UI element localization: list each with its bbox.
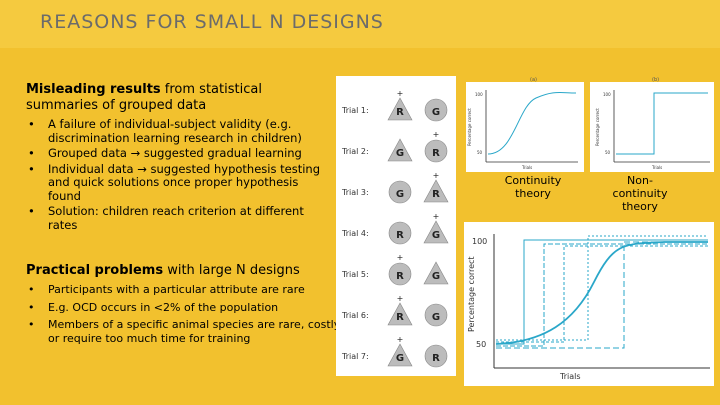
circle-stimulus: G [388,180,412,204]
section2-list: Participants with a particular attribute… [26,283,346,345]
trial-label: Trial 6: [341,311,369,320]
stimulus-letter: G [396,189,404,200]
individual-curve-2 [496,243,708,347]
stimulus-letter: R [396,230,404,241]
chart-a-ytick-bottom: 50 [477,150,483,155]
stimulus-letter: G [396,353,404,364]
section2-heading: Practical problems with large N designs [26,263,346,279]
reward-plus-sign: + [397,253,404,262]
triangle-stimulus: G+ [387,335,413,367]
list-item: Grouped data → suggested gradual learnin… [26,146,326,161]
individual-vs-group-svg: Percentage correct Trials 100 50 [467,234,710,381]
stimulus-letter: G [432,271,440,282]
circle-stimulus: R [388,221,412,245]
trial-label: Trial 1: [341,106,369,115]
chart-a-xlabel: Trials [521,165,532,170]
stimulus-letter: R [432,353,440,364]
triangle-stimulus: R+ [387,89,413,121]
reward-plus-sign: + [433,171,440,180]
stimulus-letter: G [432,107,440,118]
individual-curve-1 [496,239,708,345]
section2-heading-bold: Practical problems [26,263,164,278]
stimulus-letter: R [432,189,440,200]
triangle-stimulus: G [387,138,413,162]
circle-stimulus: R+ [388,253,412,286]
big-chart-xlabel: Trials [559,372,581,381]
stimulus-letter: G [396,148,404,159]
triangle-stimulus: R+ [423,171,449,203]
big-chart-ylabel: Percentage correct [467,256,476,332]
trials-figure: Trial 1: R + G Trial 2: G R + Trial 3: G R + Trial 4… [336,76,456,376]
trial-label: Trial 4: [341,229,369,238]
chart-a-label: (a) [530,77,537,83]
stimulus-letter: G [432,312,440,323]
chart-a-ylabel: Percentage correct [467,108,472,146]
chart-b-label: (b) [652,77,659,83]
list-item: E.g. OCD occurs in <2% of the population [26,301,346,315]
triangle-stimulus: G+ [423,212,449,244]
reward-plus-sign: + [397,89,404,98]
trial-label: Trial 7: [341,352,369,361]
trial-label: Trial 3: [341,188,369,197]
reward-plus-sign: + [397,335,404,344]
big-chart-ytick-top: 100 [472,237,487,246]
chart-a-ytick-top: 100 [475,92,483,97]
chart-b-ytick-top: 100 [603,92,611,97]
stimulus-letter: G [432,230,440,241]
circle-stimulus: R [424,344,448,368]
individual-curve-5 [496,241,708,349]
trial-label: Trial 2: [341,147,369,156]
section1-list: A failure of individual-subject validity… [26,117,326,232]
title-bar [0,0,720,48]
section2-heading-rest: with large N designs [163,263,300,278]
section1-heading-bold: Misleading results [26,82,161,97]
section1-heading: Misleading results from statistical summ… [26,82,326,114]
group-average-curve [495,241,708,345]
chart-a-bg [466,82,584,172]
list-item: Individual data → suggested hypothesis t… [26,162,326,204]
individual-vs-group-chart: Percentage correct Trials 100 50 [464,222,714,386]
reward-plus-sign: + [433,212,440,221]
list-item: Participants with a particular attribute… [26,283,346,297]
stimulus-letter: R [432,148,440,159]
chart-b-xlabel: Trials [651,165,662,170]
section-misleading-results: Misleading results from statistical summ… [26,82,326,234]
continuity-theory-label: Continuity theory [504,174,562,200]
individual-curve-4 [496,235,708,341]
reward-plus-sign: + [397,294,404,303]
stimulus-letter: R [396,271,404,282]
slide-title: REASONS FOR SMALL N DESIGNS [40,11,384,33]
triangle-stimulus: G [423,261,449,285]
list-item: A failure of individual-subject validity… [26,117,326,145]
chart-a-gradual-curve [487,91,577,155]
chart-b-bg [590,82,714,172]
triangle-stimulus: R+ [387,294,413,326]
chart-b-step-curve [616,92,708,155]
stimulus-letter: R [396,312,404,323]
circle-stimulus: G [424,98,448,122]
trial-label: Trial 5: [341,270,369,279]
circle-stimulus: R+ [424,130,448,163]
non-continuity-theory-label: Non-continuity theory [612,174,668,213]
section1-heading-rest: from statistical summaries of grouped da… [26,82,262,113]
circle-stimulus: G [424,303,448,327]
chart-b-ytick-bottom: 50 [605,150,611,155]
learning-curves-figure: (a) (b) 100 50 Percentage correct Trials… [466,76,714,172]
list-item: Solution: children reach criterion at di… [26,204,326,232]
section-practical-problems: Practical problems with large N designs … [26,263,346,349]
individual-curve-3 [496,245,708,343]
list-item: Members of a specific animal species are… [26,318,346,345]
stimulus-letter: R [396,107,404,118]
learning-curves-svg: (a) (b) 100 50 Percentage correct Trials… [466,77,714,172]
reward-plus-sign: + [433,130,440,139]
big-chart-ytick-bottom: 50 [476,340,486,349]
chart-b-ylabel: Percentage correct [595,108,600,146]
